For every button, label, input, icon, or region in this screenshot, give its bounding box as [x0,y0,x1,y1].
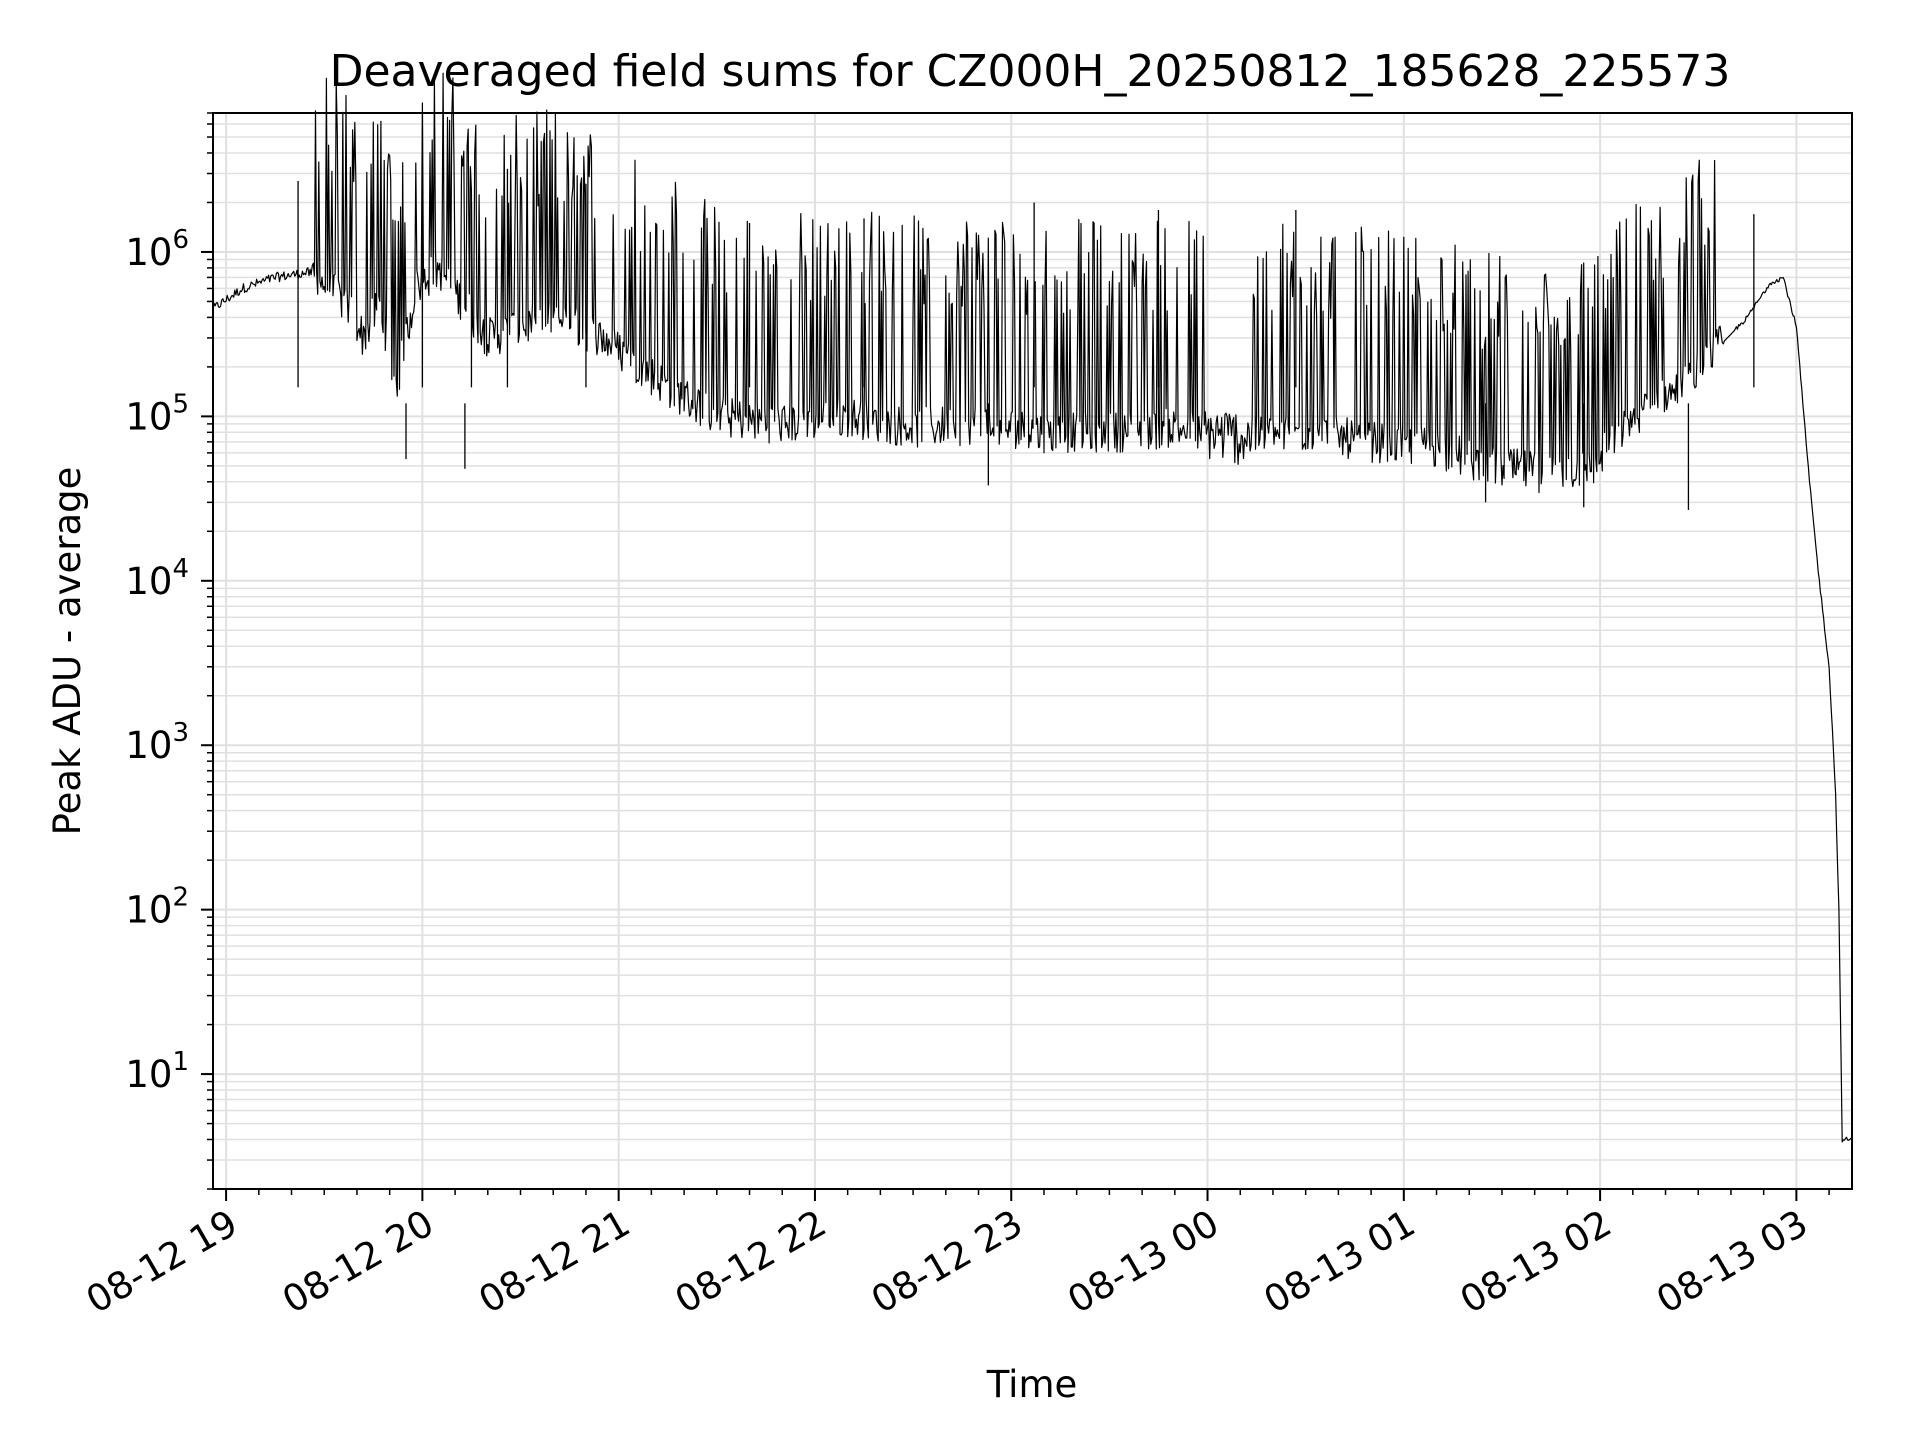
y-tick-label: 106 [125,225,189,274]
y-tick-label: 105 [125,389,189,438]
x-tick-label: 08-13 03 [1649,1202,1815,1322]
y-tick-label: 103 [125,718,189,767]
x-tick-label: 08-13 00 [1060,1202,1226,1322]
x-axis: 08-12 19 08-12 20 08-12 21 08-12 22 08-12 23… [79,1189,1830,1322]
y-axis-label: Peak ADU - average [46,467,89,836]
x-tick-label: 08-13 01 [1257,1202,1423,1322]
y-tick-label: 104 [125,554,189,603]
x-tick-label: 08-12 22 [668,1202,834,1322]
x-tick-label: 08-12 21 [472,1202,638,1322]
x-tick-label: 08-12 20 [275,1202,441,1322]
x-tick-label: 08-12 19 [79,1202,245,1322]
series-line [212,72,1853,1143]
y-tick-label: 102 [125,883,189,932]
y-tick-label: 101 [125,1047,189,1096]
data-layer [212,72,1853,1143]
chart-title: Deaveraged field sums for CZ000H_2025081… [330,46,1731,97]
x-tick-label: 08-12 23 [864,1202,1030,1322]
y-axis: 101 102 103 104 105 106 [125,112,213,1190]
x-axis-label: Time [986,1363,1078,1406]
plot-frame [212,112,1853,1190]
x-tick-label: 08-13 02 [1453,1202,1619,1322]
grid [213,112,1852,1190]
